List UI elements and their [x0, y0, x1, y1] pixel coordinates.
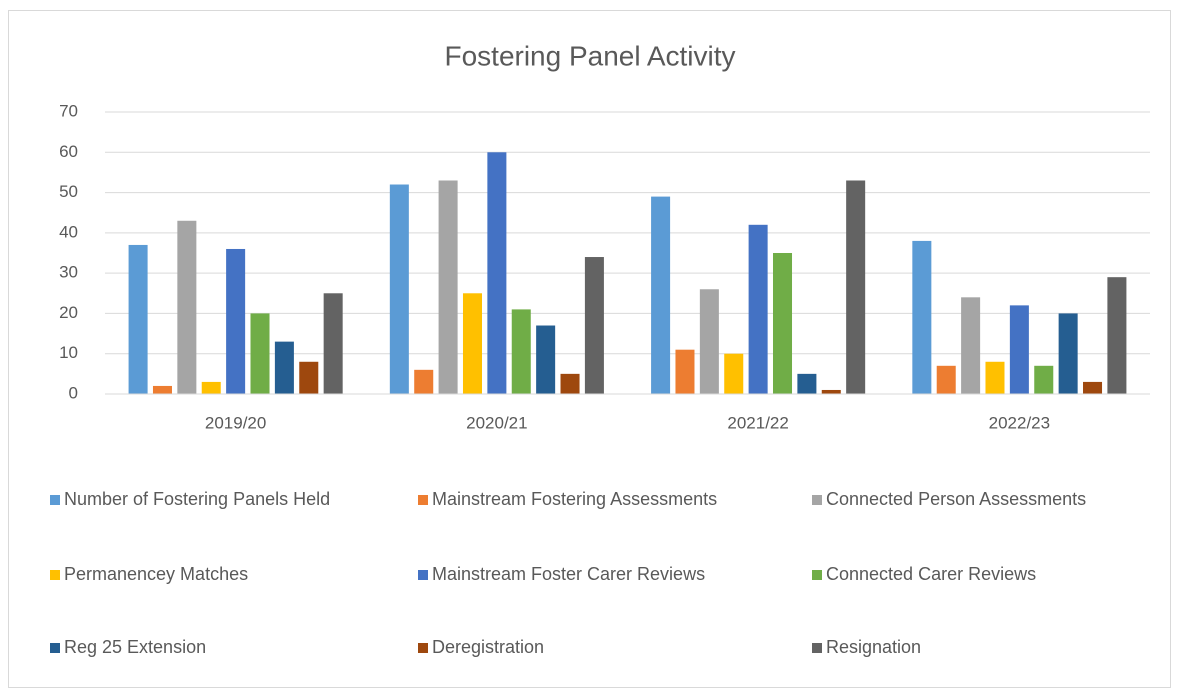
legend-swatch — [50, 643, 60, 653]
y-tick-label: 20 — [59, 303, 78, 322]
legend-label: Number of Fostering Panels Held — [64, 489, 330, 509]
bar — [274, 341, 294, 394]
bar — [1083, 381, 1103, 394]
x-tick-label: 2021/22 — [727, 413, 788, 432]
bar — [651, 196, 671, 394]
bar — [462, 293, 483, 394]
legend-label: Connected Carer Reviews — [826, 564, 1036, 584]
bar — [797, 373, 817, 394]
legend-swatch — [50, 570, 60, 580]
bar — [936, 365, 956, 394]
bar — [584, 257, 604, 394]
y-tick-label: 30 — [59, 263, 78, 282]
legend-label: Connected Person Assessments — [826, 489, 1086, 509]
y-tick-label: 70 — [59, 101, 78, 120]
y-tick-label: 0 — [69, 383, 78, 402]
bar — [201, 381, 221, 394]
bar — [511, 309, 531, 394]
bar — [1009, 305, 1029, 394]
bar — [1107, 277, 1127, 394]
bar — [912, 240, 932, 394]
chart-title: Fostering Panel Activity — [444, 40, 735, 71]
bar — [846, 180, 866, 394]
legend-swatch — [812, 495, 822, 505]
legend-swatch — [418, 570, 428, 580]
y-tick-label: 10 — [59, 343, 78, 362]
x-tick-label: 2019/20 — [205, 413, 266, 432]
bar — [128, 244, 148, 394]
legend-label: Deregistration — [432, 637, 544, 657]
bar — [961, 297, 981, 394]
legend-label: Resignation — [826, 637, 921, 657]
bar — [1034, 365, 1054, 394]
bar — [438, 180, 458, 394]
bar — [226, 248, 246, 394]
y-tick-label: 60 — [59, 142, 78, 161]
bar — [487, 152, 507, 394]
bar — [323, 293, 343, 394]
legend-swatch — [418, 643, 428, 653]
bar — [699, 289, 719, 394]
bar — [414, 369, 434, 394]
bar — [724, 353, 744, 394]
x-tick-label: 2020/21 — [466, 413, 527, 432]
legend-label: Mainstream Foster Carer Reviews — [432, 564, 705, 584]
bar — [536, 325, 556, 394]
legend-label: Mainstream Fostering Assessments — [432, 489, 717, 509]
bar — [772, 253, 793, 394]
legend-swatch — [812, 570, 822, 580]
bar — [821, 389, 841, 394]
legend-label: Reg 25 Extension — [64, 637, 206, 657]
legend-swatch — [418, 495, 428, 505]
bar — [177, 220, 197, 394]
bar — [560, 373, 580, 394]
legend-swatch — [50, 495, 60, 505]
legend-swatch — [812, 643, 822, 653]
bar — [1058, 313, 1078, 394]
bar — [675, 349, 695, 394]
y-tick-label: 40 — [59, 222, 78, 241]
y-tick-label: 50 — [59, 182, 78, 201]
bar — [250, 313, 270, 394]
bar — [389, 184, 409, 394]
bar — [152, 385, 172, 394]
legend-label: Permanencey Matches — [64, 564, 248, 584]
bar — [985, 361, 1005, 394]
x-tick-label: 2022/23 — [989, 413, 1050, 432]
bar — [748, 224, 768, 394]
bar — [299, 361, 319, 394]
